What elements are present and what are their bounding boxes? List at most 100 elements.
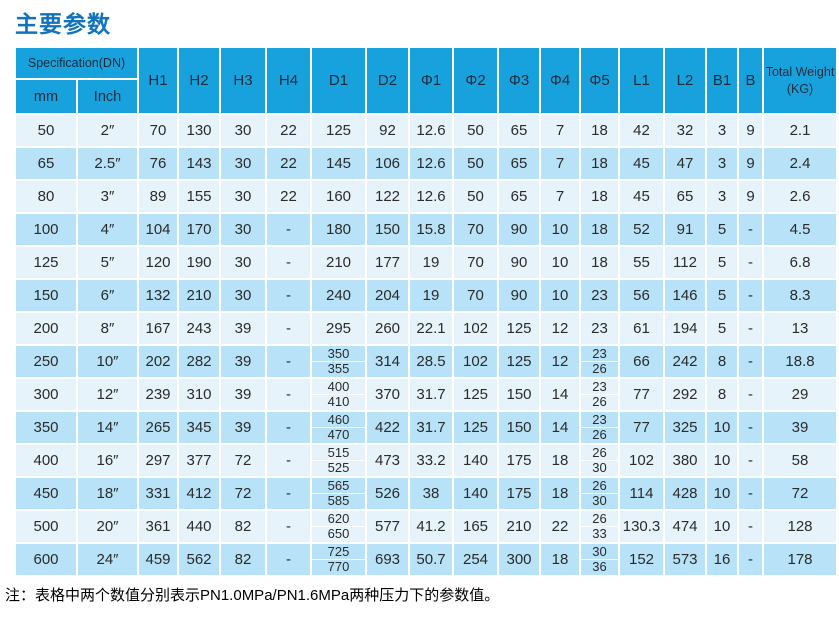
table-cell: 440 bbox=[177, 509, 222, 544]
table-cell: 18 bbox=[579, 179, 621, 214]
table-cell: 26 33 bbox=[579, 509, 621, 544]
table-cell: 3 bbox=[705, 113, 740, 148]
col-header-h3: H3 bbox=[219, 46, 268, 115]
table-cell: 210 bbox=[310, 245, 368, 280]
table-row: 65 2.5″ 76 143 30 22 145 106 12.6 50 65 7 18 45 47 3 9 2.… bbox=[14, 146, 839, 181]
table-cell: 428 bbox=[663, 476, 708, 511]
col-header-phi2: Φ2 bbox=[452, 46, 500, 115]
table-cell: 2.5″ bbox=[75, 146, 140, 181]
col-header-total-weight: Total Weight (KG) bbox=[762, 46, 839, 115]
table-cell: - bbox=[737, 476, 765, 511]
table-cell: 725 770 bbox=[310, 542, 368, 577]
table-cell: - bbox=[265, 245, 313, 280]
table-cell: 18.8 bbox=[762, 344, 839, 379]
table-cell: 140 bbox=[452, 476, 500, 511]
table-cell: 72 bbox=[219, 443, 268, 478]
table-cell: 56 bbox=[618, 278, 666, 313]
table-cell: - bbox=[265, 377, 313, 412]
table-cell: 47 bbox=[663, 146, 708, 181]
table-cell: 13 bbox=[762, 311, 839, 346]
table-cell: 19 bbox=[408, 245, 455, 280]
table-cell: 459 bbox=[137, 542, 180, 577]
table-cell: - bbox=[265, 278, 313, 313]
table-cell: 65 bbox=[14, 146, 78, 181]
table-cell: 52 bbox=[618, 212, 666, 247]
table-cell: 82 bbox=[219, 509, 268, 544]
table-cell: 8 bbox=[705, 377, 740, 412]
table-cell: 33.2 bbox=[408, 443, 455, 478]
table-cell: 89 bbox=[137, 179, 180, 214]
table-cell: 91 bbox=[663, 212, 708, 247]
table-cell: 9 bbox=[737, 113, 765, 148]
table-cell: 12.6 bbox=[408, 179, 455, 214]
table-cell: 2.6 bbox=[762, 179, 839, 214]
table-cell: 693 bbox=[365, 542, 411, 577]
table-row: 200 8″ 167 243 39-295 260 22.1 102 125 12 23 61 194 5… bbox=[14, 311, 839, 346]
table-cell: 102 bbox=[452, 344, 500, 379]
table-cell: 112 bbox=[663, 245, 708, 280]
table-cell: 10 bbox=[539, 278, 582, 313]
table-cell: - bbox=[265, 443, 313, 478]
table-cell: 145 bbox=[310, 146, 368, 181]
table-cell: 12 bbox=[539, 344, 582, 379]
table-cell: 265 bbox=[137, 410, 180, 445]
table-row: 250 10″ 202 282 39-350 355 314 28.5 102 125 12 23 26… bbox=[14, 344, 839, 379]
table-cell: 450 bbox=[14, 476, 78, 511]
table-cell: 7 bbox=[539, 179, 582, 214]
table-cell: 18 bbox=[539, 443, 582, 478]
table-cell: 143 bbox=[177, 146, 222, 181]
table-cell: 22 bbox=[265, 113, 313, 148]
table-cell: 325 bbox=[663, 410, 708, 445]
table-cell: - bbox=[737, 344, 765, 379]
table-row: 400 16″ 297 377 72-515 525 473 33.2 140 175 18 26 30… bbox=[14, 443, 839, 478]
table-row: 100 4″ 104 170 30-180 150 15.8 70 90 10 18 52 91 5-4.… bbox=[14, 212, 839, 247]
table-cell: 70 bbox=[452, 212, 500, 247]
table-cell: 102 bbox=[452, 311, 500, 346]
table-cell: 5 bbox=[705, 311, 740, 346]
table-cell: 12 bbox=[539, 311, 582, 346]
table-cell: 23 26 bbox=[579, 344, 621, 379]
table-cell: 125 bbox=[452, 377, 500, 412]
table-row: 50 2″ 70 130 30 22 125 92 12.6 50 65 7 18 42 32 3 9 2.1 bbox=[14, 113, 839, 148]
table-cell: 9 bbox=[737, 179, 765, 214]
table-cell: 77 bbox=[618, 410, 666, 445]
table-cell: - bbox=[265, 509, 313, 544]
table-cell: 14 bbox=[539, 410, 582, 445]
table-cell: 104 bbox=[137, 212, 180, 247]
table-row: 350 14″ 265 345 39-460 470 422 31.7 125 150 14 23 26… bbox=[14, 410, 839, 445]
table-cell: 125 bbox=[497, 311, 542, 346]
table-cell: 210 bbox=[497, 509, 542, 544]
table-cell: 400 410 bbox=[310, 377, 368, 412]
table-cell: 65 bbox=[663, 179, 708, 214]
col-header-phi5: Φ5 bbox=[579, 46, 621, 115]
table-cell: 7 bbox=[539, 146, 582, 181]
table-cell: 10 bbox=[539, 245, 582, 280]
table-cell: 473 bbox=[365, 443, 411, 478]
header-row-sub: mm Inch bbox=[14, 78, 837, 115]
parameters-table: Specification(DN) H1 H2 H3 H4 D1 D2 Φ1 Φ… bbox=[13, 46, 839, 577]
table-cell: 600 bbox=[14, 542, 78, 577]
table-cell: 30 bbox=[219, 146, 268, 181]
table-row: 125 5″ 120 190 30-210 177 19 70 90 10 18 55 112 5-6.8 bbox=[14, 245, 839, 280]
table-cell: - bbox=[737, 278, 765, 313]
table-cell: 180 bbox=[310, 212, 368, 247]
table-cell: 30 bbox=[219, 179, 268, 214]
table-cell: 10″ bbox=[75, 344, 140, 379]
table-cell: 125 bbox=[452, 410, 500, 445]
table-cell: 350 355 bbox=[310, 344, 368, 379]
table-cell: 350 bbox=[14, 410, 78, 445]
table-cell: 2.1 bbox=[762, 113, 839, 148]
table-cell: 204 bbox=[365, 278, 411, 313]
table-cell: 8 bbox=[705, 344, 740, 379]
table-cell: 66 bbox=[618, 344, 666, 379]
table-row: 600 24″ 459 562 82-725 770 693 50.7 254 300 18 30 36… bbox=[14, 542, 839, 577]
table-cell: 30 bbox=[219, 212, 268, 247]
table-cell: - bbox=[265, 212, 313, 247]
total-weight-line1: Total Weight bbox=[765, 65, 835, 80]
table-cell: - bbox=[737, 245, 765, 280]
table-cell: 122 bbox=[365, 179, 411, 214]
table-row: 300 12″ 239 310 39-400 410 370 31.7 125 150 14 23 26… bbox=[14, 377, 839, 412]
table-cell: 202 bbox=[137, 344, 180, 379]
table-cell: 30 bbox=[219, 245, 268, 280]
table-cell: 10 bbox=[705, 410, 740, 445]
